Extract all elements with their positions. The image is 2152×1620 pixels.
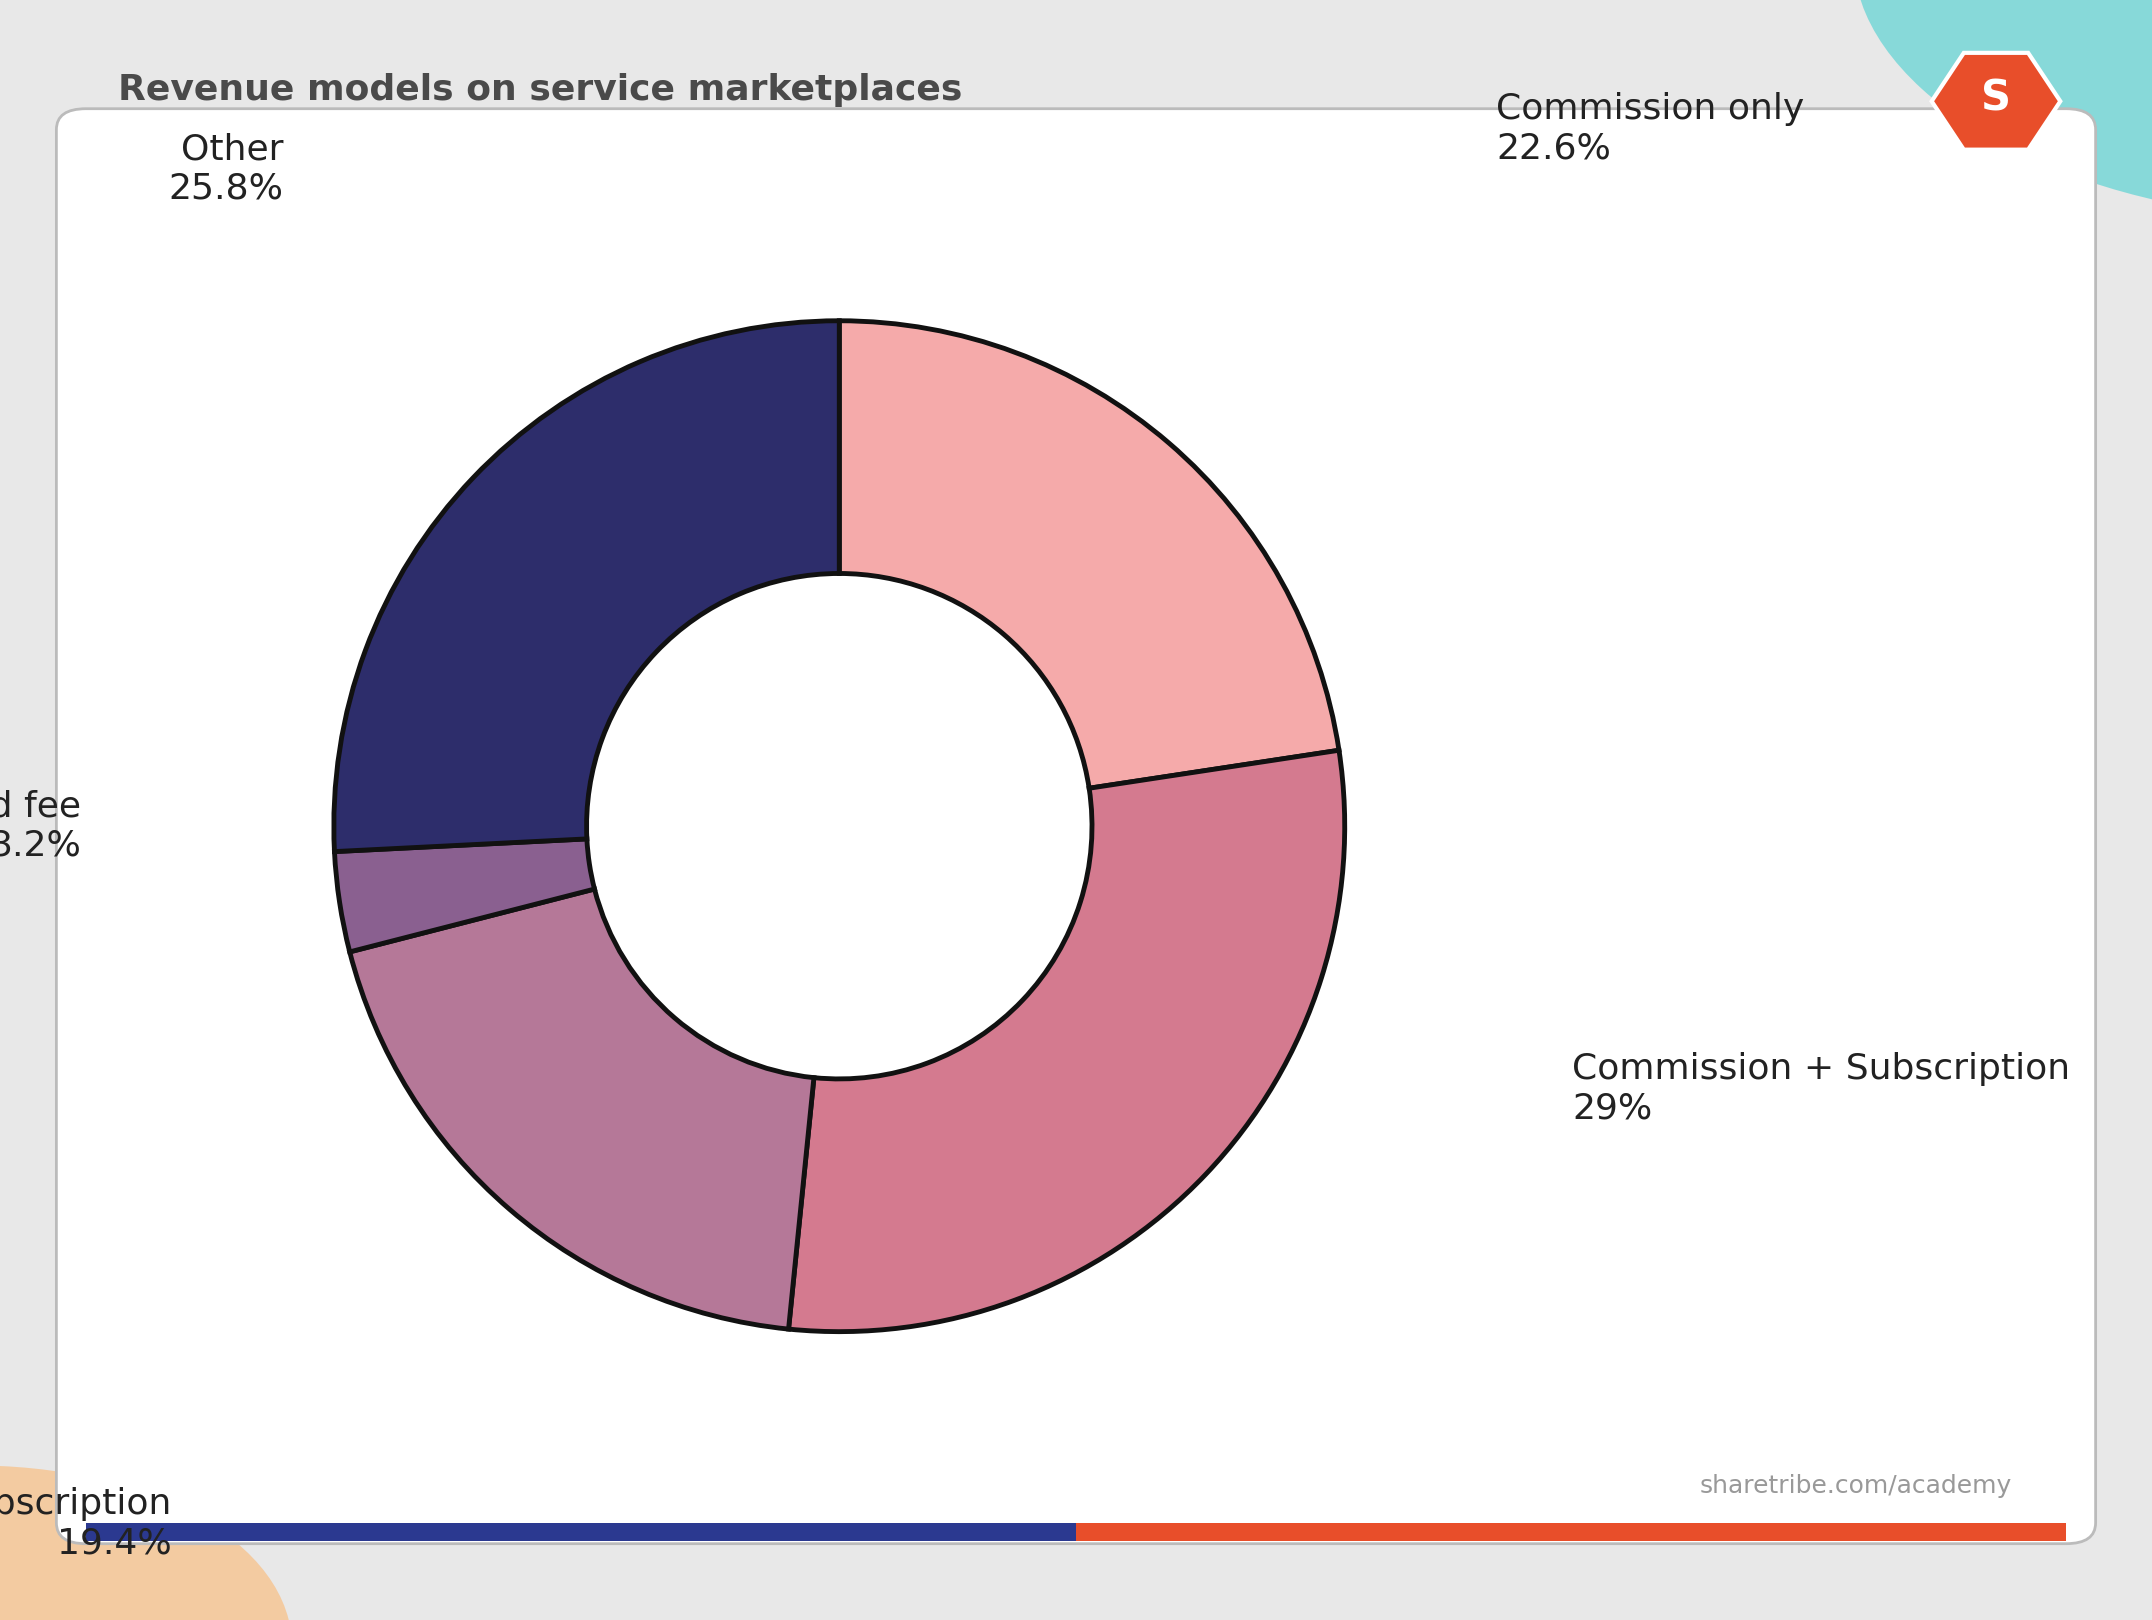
Wedge shape [788,750,1345,1332]
Ellipse shape [1855,0,2152,219]
Wedge shape [351,889,813,1328]
Text: Commission only
22.6%: Commission only 22.6% [1496,92,1806,165]
Bar [86,1523,1076,1541]
Bar [1076,1523,2066,1541]
Wedge shape [334,839,594,953]
Text: Commission + Subscription
29%: Commission + Subscription 29% [1573,1053,2070,1126]
Text: Subscription
19.4%: Subscription 19.4% [0,1487,172,1560]
Text: Other
25.8%: Other 25.8% [168,133,284,206]
Text: Revenue models on service marketplaces: Revenue models on service marketplaces [118,73,962,107]
Ellipse shape [0,1466,293,1620]
Wedge shape [839,321,1339,789]
Text: Lead fee
3.2%: Lead fee 3.2% [0,789,82,863]
Text: S: S [1982,78,2010,120]
FancyBboxPatch shape [56,109,2096,1544]
Text: sharetribe.com/academy: sharetribe.com/academy [1700,1474,2012,1498]
Wedge shape [334,321,839,852]
